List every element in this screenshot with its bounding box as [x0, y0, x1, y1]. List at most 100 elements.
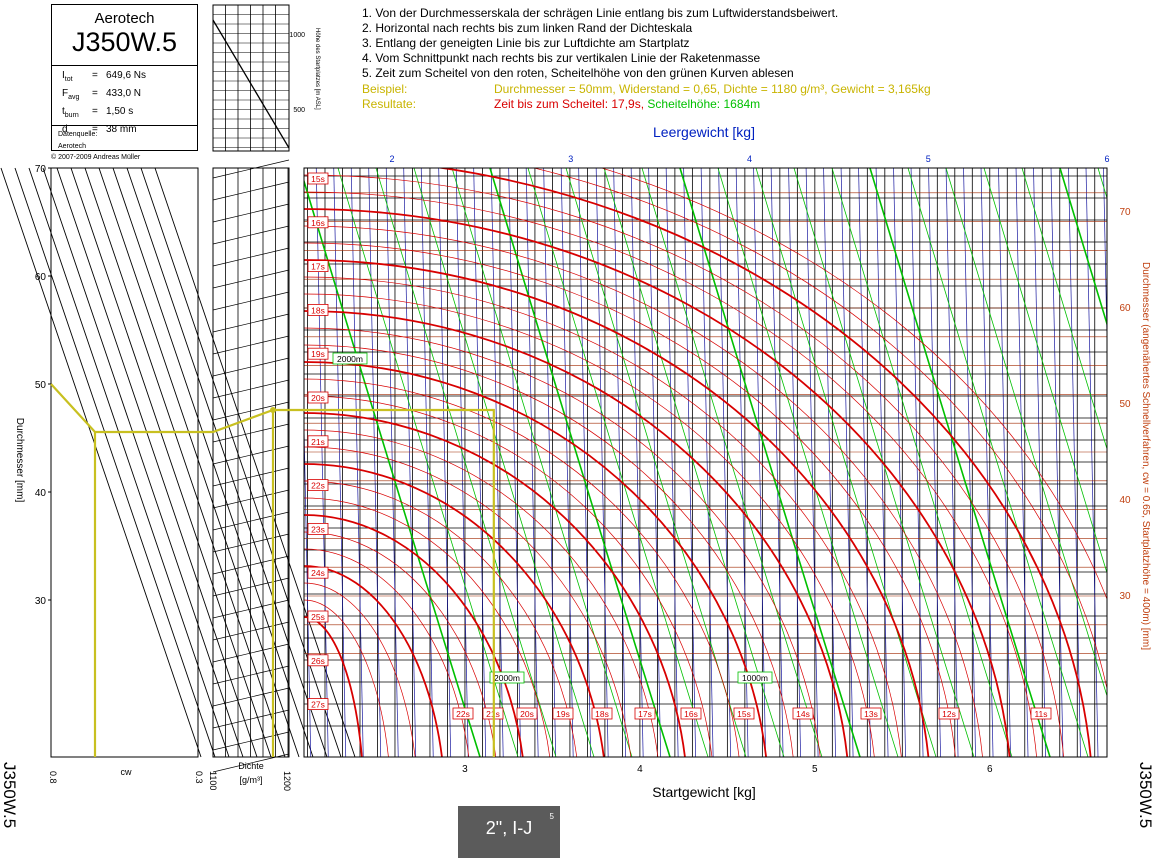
time-curve-label: 25s: [311, 612, 325, 622]
time-label-box: [452, 707, 474, 720]
height-curve: [1059, 168, 1107, 327]
example-path-line: [50, 383, 495, 757]
height-curve: [869, 168, 1051, 757]
time-label-box: [307, 610, 329, 623]
time-curve: [304, 208, 1011, 757]
example-density-point: [270, 407, 276, 413]
main-plot-area: [304, 168, 1107, 757]
time-label-box: [516, 707, 538, 720]
density-sloped-line: [212, 401, 290, 421]
time-curve-bottom-label: 17s: [638, 709, 652, 719]
main-panel: 15s 16s 17s 18s 19s 20s 21s 22s 23s 24s 25s 26s 27s 2…: [303, 154, 1131, 775]
time-label-box: [307, 172, 329, 185]
height-curve: [451, 168, 633, 757]
time-curve-bottom-label: 14s: [796, 709, 810, 719]
height-label-box: [737, 671, 773, 684]
time-curve-label: 18s: [311, 305, 325, 315]
source-value: Aerotech: [58, 143, 87, 150]
empty-weight-line: [998, 168, 1011, 757]
time-curve: [435, 168, 1092, 757]
time-curve: [304, 429, 659, 757]
time-label-box: [634, 707, 656, 720]
height-label-box: [332, 352, 368, 365]
height-curve: [679, 168, 861, 757]
time-curve: [304, 395, 713, 757]
height-curve-label: 1000m: [742, 673, 768, 683]
altitude-axis-label: Höhe des Startplatzes [m ASL]: [314, 28, 320, 110]
empty-weight-line: [490, 168, 504, 757]
chart-labels: Durchmesser [mm] cw 0.8 0.3 1100 1200 Di…: [0, 28, 1155, 828]
density-sloped-line: [212, 313, 290, 333]
density-tick-left: 1100: [208, 771, 218, 790]
density-sloped-line: [212, 225, 290, 245]
height-curve: [489, 168, 671, 757]
time-curve-bottom-label: 11s: [1034, 709, 1047, 719]
time-label-box: [307, 216, 329, 229]
motor-specs: Itot = 649,6 Ns Favg = 433,0 N tburn = 1,50 s …: [62, 69, 146, 137]
time-curve-bottom-label: 20s: [520, 709, 534, 719]
motor-manufacturer: Aerotech: [94, 10, 155, 27]
density-panel: [212, 159, 290, 773]
instruction-5: 5. Zeit zum Scheitel von den roten, Sche…: [362, 66, 794, 80]
time-curve-label: 20s: [311, 393, 325, 403]
altitude-tick-label: 1000: [289, 32, 305, 39]
density-sloped-line: [212, 445, 290, 465]
time-label-box: [307, 303, 329, 316]
time-label-box: [591, 707, 613, 720]
empty-weight-line: [595, 168, 609, 757]
right-tick-label: 70: [1119, 207, 1131, 218]
time-label-box: [307, 479, 329, 492]
example-text: Durchmesser = 50mm, Widerstand = 0,65, D…: [494, 82, 931, 96]
time-curve: [304, 276, 902, 757]
height-curve: [1021, 168, 1107, 451]
divider: [52, 65, 197, 66]
side-label-left: J350W.5: [0, 762, 19, 828]
density-sloped-line: [212, 247, 290, 267]
time-curve: [304, 327, 821, 757]
density-sloped-line: [212, 379, 290, 399]
cw-tick-right: 0.3: [194, 771, 204, 784]
density-tick-right: 1200: [282, 771, 292, 791]
empty-weight-line: [1050, 168, 1064, 757]
diameter-diagonal-line: [42, 167, 244, 758]
empty-weight-line: [735, 168, 749, 757]
empty-weight-line: [403, 168, 417, 757]
x-tick-label: 4: [637, 764, 643, 775]
right-tick-label: 40: [1119, 495, 1131, 506]
density-sloped-line: [212, 687, 290, 707]
time-curve-label: 16s: [311, 218, 325, 228]
time-curve: [600, 168, 1107, 601]
time-label-box: [680, 707, 702, 720]
instruction-3: 3. Entlang der geneigten Linie bis zur L…: [362, 36, 690, 50]
time-curve: [304, 310, 849, 757]
time-label-box: [307, 698, 329, 710]
x-tick-label: 3: [462, 764, 468, 775]
time-curve-label: 22s: [311, 481, 325, 491]
height-curve: [375, 168, 557, 757]
empty-weight-line: [1033, 168, 1046, 757]
instruction-4: 4. Vom Schnittpunkt nach rechts bis zur …: [362, 51, 761, 65]
results-label: Resultate:: [362, 97, 417, 111]
density-sloped-line: [212, 423, 290, 443]
empty-weight-line: [910, 168, 924, 757]
time-curve: [304, 242, 956, 757]
right-tick-label: 30: [1119, 591, 1131, 602]
diameter-diagonal-line: [56, 167, 258, 758]
empty-weight-line: [578, 168, 592, 757]
empty-weight-line: [630, 168, 644, 757]
result-time: Zeit bis zum Scheitel: 17,9s, Scheitelhö…: [494, 97, 760, 111]
empty-weight-line: [840, 168, 854, 757]
time-label-box: [733, 707, 755, 720]
spec-diameter: d = 38 mm: [62, 124, 137, 135]
time-label-box: [307, 260, 329, 273]
empty-weight-line: [473, 168, 487, 757]
time-curve: [304, 531, 497, 757]
time-curve: [304, 191, 1037, 757]
empty-weight-line: [858, 168, 871, 757]
height-curve: [304, 178, 481, 757]
density-sloped-line: [212, 665, 290, 685]
density-sloped-line: [212, 489, 290, 509]
density-sloped-line: [212, 709, 290, 729]
empty-weight-line: [788, 168, 801, 757]
